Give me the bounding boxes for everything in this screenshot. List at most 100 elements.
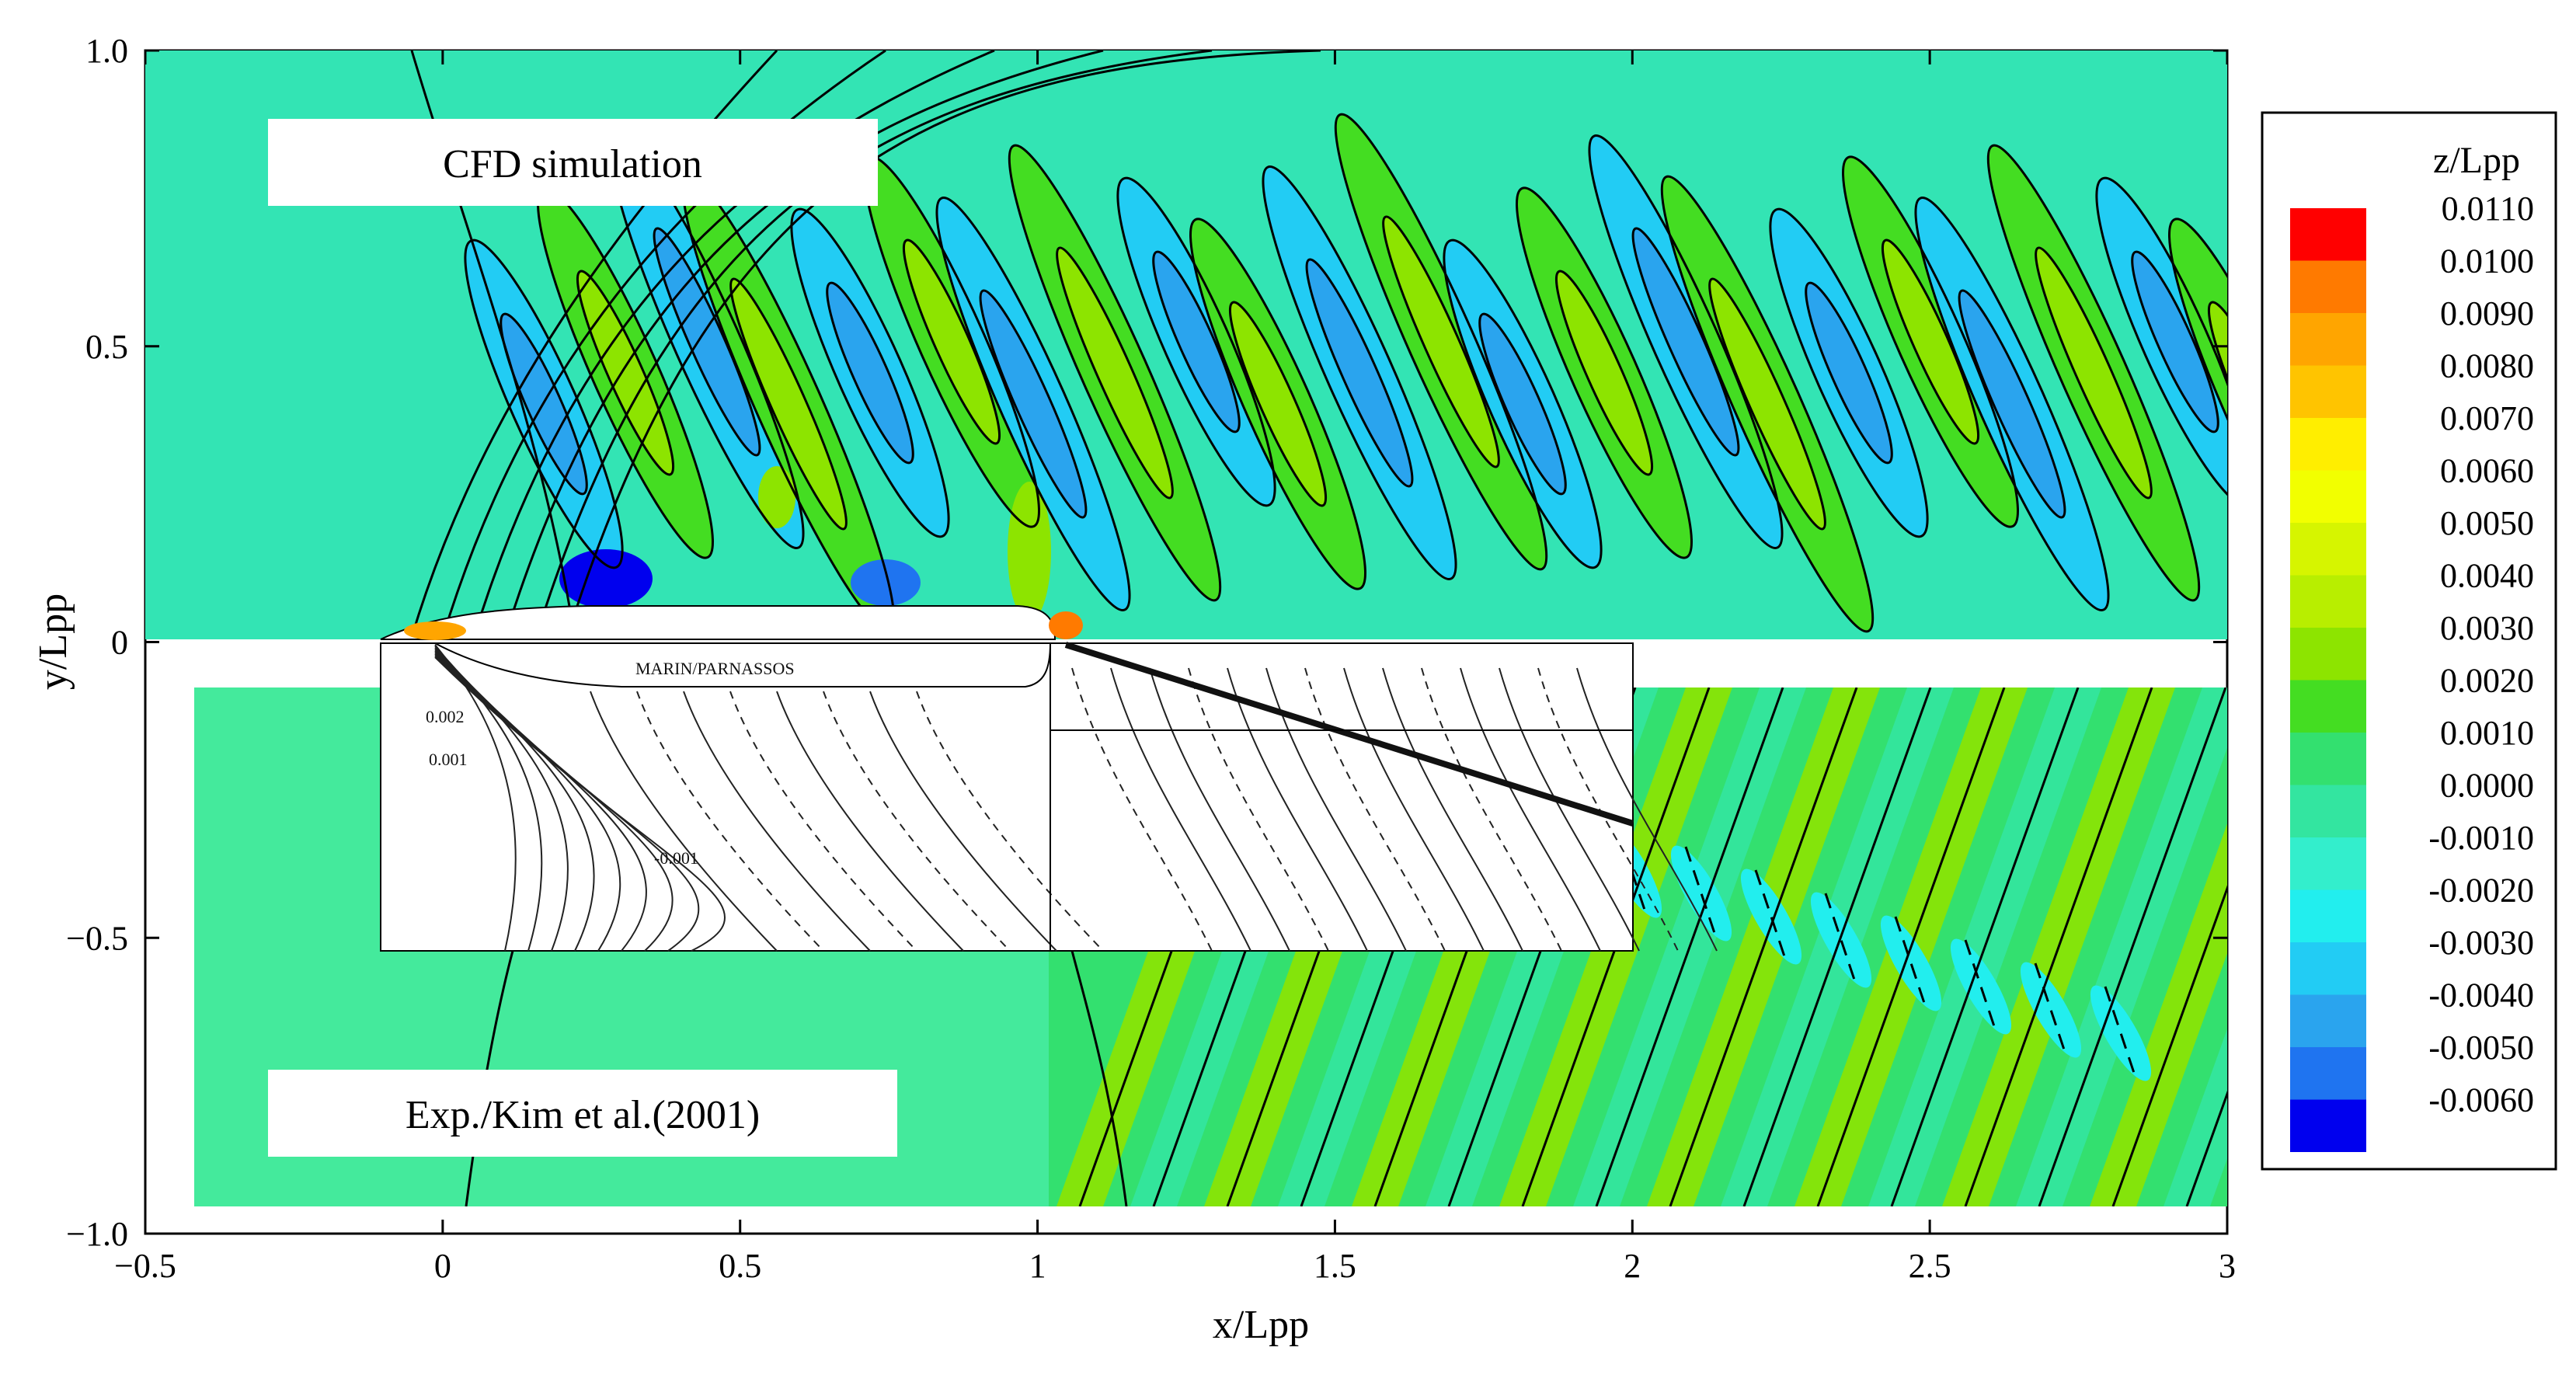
wave-contour-line xyxy=(935,197,1131,611)
wave-crest-core xyxy=(2132,252,2219,432)
inset-contour xyxy=(1110,667,1251,952)
wave-crest-core xyxy=(1709,278,1826,530)
inset-contour xyxy=(1071,667,1213,952)
inset-contour xyxy=(1499,667,1640,952)
wave-crest xyxy=(936,197,1130,611)
wave-contour-line xyxy=(500,312,588,496)
dashed-contour xyxy=(1684,846,1718,941)
x-tick-label: 0 xyxy=(434,1247,451,1285)
stern-wave-peak xyxy=(1049,611,1083,639)
colorbar-level-label: -0.0030 xyxy=(2428,924,2534,962)
colorbar-swatch xyxy=(2290,1047,2366,1100)
x-tick-label: 2.5 xyxy=(1909,1247,1951,1285)
colorbar-level-label: 0.0050 xyxy=(2440,504,2534,542)
inset-contour-lines xyxy=(434,642,1718,952)
diverging-contour xyxy=(441,50,886,638)
wave-contour xyxy=(1116,176,1276,507)
wave-crest xyxy=(2096,178,2227,506)
colorbar-level-label: 0.0030 xyxy=(2440,609,2534,647)
y-tick-label: 0 xyxy=(111,624,128,662)
colorbar-level-label: -0.0060 xyxy=(2428,1081,2534,1119)
wave-crest-core xyxy=(1479,314,1566,494)
x-tick-label: 0.5 xyxy=(719,1247,761,1285)
wave-crest-core xyxy=(1633,228,1739,455)
inset-contour xyxy=(434,653,674,952)
wave-crest-core xyxy=(1057,247,1173,499)
colorbar-swatch xyxy=(2290,260,2366,313)
upper-wave-crests xyxy=(465,114,2227,632)
x-tick-label: 1.5 xyxy=(1314,1247,1356,1285)
inset-contour xyxy=(434,656,726,952)
lower-panel-text: Exp./Kim et al.(2001) xyxy=(406,1093,760,1137)
wave-contour-line xyxy=(1708,277,1826,531)
wave-crest xyxy=(1988,145,2199,600)
crest-region xyxy=(1008,482,1051,621)
wave-contour-line xyxy=(1769,207,1929,538)
wave-crest xyxy=(1443,240,1602,568)
wave-crest-core xyxy=(1805,283,1892,463)
wave-band xyxy=(2090,823,2227,1206)
x-tick-label: 2 xyxy=(1624,1247,1641,1285)
trough-patch xyxy=(1670,845,1732,942)
wave-contour-line xyxy=(1056,246,1174,500)
y-tick-label: −1.0 xyxy=(66,1215,128,1253)
colorbar-swatch xyxy=(2290,523,2366,576)
y-axis: 1.0 0.5 0 −0.5 −1.0 xyxy=(66,32,2227,1253)
trough-patch xyxy=(2090,985,2152,1081)
upper-panel-text: CFD simulation xyxy=(443,142,702,186)
inset-hull xyxy=(434,642,1052,688)
wave-crest-core xyxy=(980,291,1086,517)
wave-contour-line xyxy=(1008,144,1222,602)
trough-region xyxy=(559,549,653,608)
wave-contour xyxy=(1842,155,2019,528)
inset-contour xyxy=(1421,667,1562,952)
colorbar-level-label: -0.0050 xyxy=(2428,1029,2534,1067)
colorbar-level-label: 0.0060 xyxy=(2440,452,2534,490)
wave-crest xyxy=(1662,176,1873,632)
wave-crest xyxy=(1262,166,1457,580)
diverging-contour xyxy=(472,50,995,638)
wave-contour-line xyxy=(1262,165,1457,580)
inset-contour xyxy=(434,652,647,952)
y-tick-label: 1.0 xyxy=(85,32,128,70)
wave-contour-line xyxy=(729,277,848,531)
colorbar-level-label: 0.0040 xyxy=(2440,557,2534,595)
wave-contour xyxy=(2168,218,2227,590)
x-axis-title: x/Lpp xyxy=(1213,1303,1309,1347)
wave-contour-line xyxy=(979,289,1088,519)
colorbar-swatch xyxy=(2290,837,2366,890)
wave-crest xyxy=(1843,156,2018,527)
wave-crest xyxy=(610,135,804,548)
wave-contour-line xyxy=(2095,176,2227,507)
colorbar-swatch xyxy=(2290,680,2366,733)
inset-contour xyxy=(869,691,1057,952)
wave-crest xyxy=(864,156,1039,527)
dashed-contour xyxy=(2034,962,2068,1057)
dashed-contour xyxy=(1614,823,1648,917)
y-axis-title: y/Lpp xyxy=(31,594,75,690)
wave-crest xyxy=(791,209,949,537)
colorbar-swatches: 0.0110 0.0100 0.0090 0.0080 0.0070 0.0060 0.00… xyxy=(2290,190,2534,1152)
inset-contour xyxy=(1188,667,1329,952)
wave-contour-line xyxy=(1881,238,1980,445)
wave-crest xyxy=(1335,114,1547,569)
wave-contour-line xyxy=(826,281,914,465)
colorbar-title: z/Lpp xyxy=(2433,140,2520,181)
marin-parnassos-inset: MARIN/PARNASSOS 0.002 0.001 -0.001 xyxy=(380,642,1718,952)
wave-crest xyxy=(1915,197,2109,611)
inset-contour xyxy=(776,691,964,952)
wave-contour-line xyxy=(1914,197,2110,611)
wave-contour-line xyxy=(576,270,675,476)
dashed-contour xyxy=(1894,916,1928,1011)
contour-line xyxy=(465,950,514,1206)
contour-line xyxy=(1070,950,1128,1206)
wave-contour xyxy=(1588,134,1784,549)
inset-wake-line xyxy=(1064,642,1634,827)
wave-crest-core xyxy=(827,283,914,463)
y-tick-label: −0.5 xyxy=(66,919,128,957)
wave-contour-line xyxy=(1986,144,2201,602)
colorbar-swatch xyxy=(2290,470,2366,523)
inset-contour xyxy=(1227,667,1368,952)
dashed-contour xyxy=(1824,893,1858,987)
colorbar-level-label: -0.0010 xyxy=(2428,819,2534,857)
